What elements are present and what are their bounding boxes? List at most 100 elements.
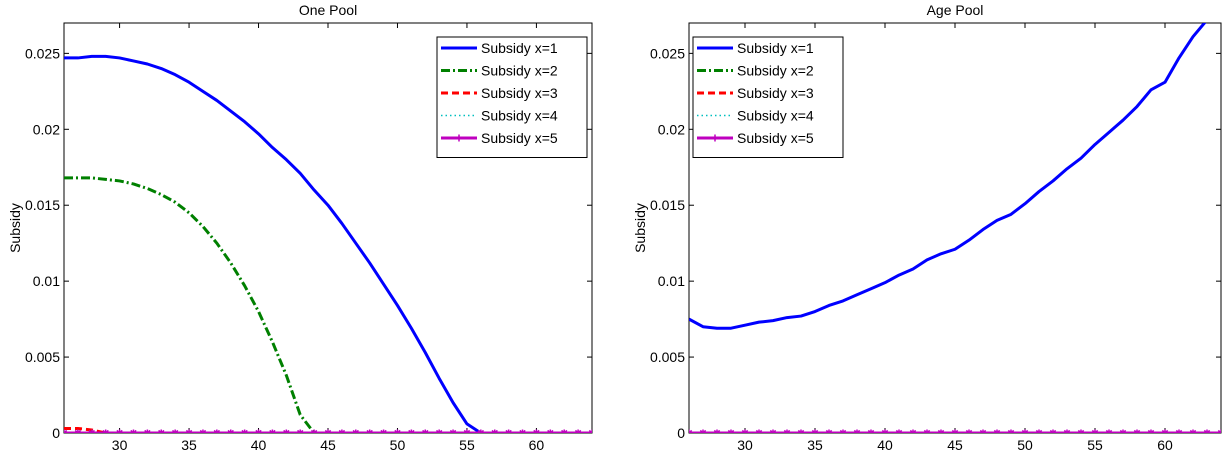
marker-stroke (243, 429, 248, 433)
legend-label-x2: Subsidy x=2 (481, 63, 558, 79)
marker-stroke (911, 429, 917, 433)
data-point-marker (727, 429, 735, 433)
marker-stroke (1175, 429, 1181, 433)
data-point-marker (477, 429, 485, 433)
data-point-marker (825, 429, 833, 433)
data-point-marker (895, 429, 903, 433)
marker-stroke (257, 429, 262, 433)
y-tick-label: 0.02 (658, 121, 685, 137)
data-point-marker (352, 429, 360, 433)
x-tick-label: 30 (737, 437, 753, 453)
data-point-marker (116, 429, 124, 433)
marker-stroke (199, 429, 205, 433)
marker-stroke (285, 429, 290, 433)
data-point-marker (241, 429, 249, 433)
marker-stroke (255, 429, 260, 433)
marker-stroke (937, 429, 943, 433)
marker-stroke (1217, 429, 1221, 433)
y-axis-label: Subsidy (632, 203, 648, 253)
y-tick-label: 0.015 (25, 197, 60, 213)
data-point-marker (979, 429, 987, 433)
marker-stroke (382, 429, 387, 433)
x-tick-label: 55 (1087, 437, 1103, 453)
x-tick-label: 45 (947, 437, 963, 453)
marker-stroke (895, 429, 901, 433)
marker-stroke (1051, 429, 1057, 433)
marker-stroke (799, 429, 805, 433)
marker-stroke (144, 429, 149, 433)
plot-panel-1: One Pool Subsidy 30 35 40 45 50 55 60 0 0.005 0.01 0… (7, 2, 593, 453)
data-point-marker (407, 429, 415, 433)
marker-stroke (116, 429, 121, 433)
marker-stroke (689, 429, 693, 433)
marker-stroke (549, 429, 554, 433)
data-point-marker (421, 429, 429, 433)
marker-stroke (463, 429, 469, 433)
data-point-marker (923, 429, 931, 433)
marker-stroke (785, 429, 791, 433)
data-point-marker (699, 429, 707, 433)
marker-stroke (271, 429, 276, 433)
marker-stroke (881, 429, 887, 433)
marker-stroke (132, 429, 137, 433)
data-point-marker (255, 429, 263, 433)
marker-stroke (408, 429, 413, 433)
marker-stroke (743, 429, 749, 433)
marker-stroke (1135, 429, 1141, 433)
chart-title: Age Pool (927, 2, 984, 18)
marker-stroke (505, 429, 510, 433)
y-tick-label: 0.025 (25, 45, 60, 61)
marker-stroke (338, 429, 343, 433)
marker-stroke (547, 429, 552, 433)
marker-stroke (269, 429, 274, 433)
marker-stroke (1205, 429, 1211, 433)
marker-stroke (953, 429, 959, 433)
legend: Subsidy x=1 Subsidy x=2 Subsidy x=3 Subsidy… (436, 36, 588, 158)
marker-stroke (118, 429, 123, 433)
marker-stroke (588, 429, 592, 433)
legend-label-x3: Subsidy x=3 (737, 85, 814, 101)
marker-stroke (521, 429, 526, 433)
marker-stroke (215, 429, 220, 433)
data-point-marker (853, 429, 861, 433)
data-point-marker (741, 429, 749, 433)
marker-stroke (1023, 429, 1029, 433)
marker-stroke (729, 429, 735, 433)
marker-stroke (923, 429, 929, 433)
legend-label-x2: Subsidy x=2 (737, 63, 814, 79)
marker-stroke (909, 429, 915, 433)
x-tick-label: 40 (877, 437, 893, 453)
data-point-marker (463, 429, 471, 433)
x-tick-label: 50 (1017, 437, 1033, 453)
data-point-marker (1175, 429, 1183, 433)
marker-stroke (841, 429, 847, 433)
data-point-marker (74, 429, 82, 433)
marker-stroke (229, 429, 234, 433)
data-point-marker (1161, 429, 1169, 433)
data-point-marker (839, 429, 847, 433)
marker-stroke (993, 429, 999, 433)
data-point-marker (157, 429, 165, 433)
series-line-x2 (64, 176, 592, 433)
marker-stroke (174, 429, 179, 433)
data-point-marker (310, 429, 318, 433)
marker-stroke (310, 429, 316, 433)
marker-stroke (368, 429, 373, 433)
marker-stroke (769, 429, 775, 433)
marker-stroke (1191, 429, 1197, 433)
marker-stroke (90, 429, 95, 433)
marker-stroke (299, 429, 304, 433)
marker-stroke (340, 429, 346, 433)
marker-stroke (213, 429, 218, 433)
data-point-marker (268, 429, 276, 433)
marker-stroke (187, 429, 193, 433)
marker-stroke (1049, 429, 1055, 433)
marker-stroke (352, 429, 357, 433)
legend-label-x1: Subsidy x=1 (481, 40, 558, 56)
marker-stroke (979, 429, 985, 433)
data-point-marker (1119, 429, 1127, 433)
marker-stroke (1161, 429, 1167, 433)
data-point-marker (1077, 429, 1085, 433)
marker-stroke (1007, 429, 1013, 433)
